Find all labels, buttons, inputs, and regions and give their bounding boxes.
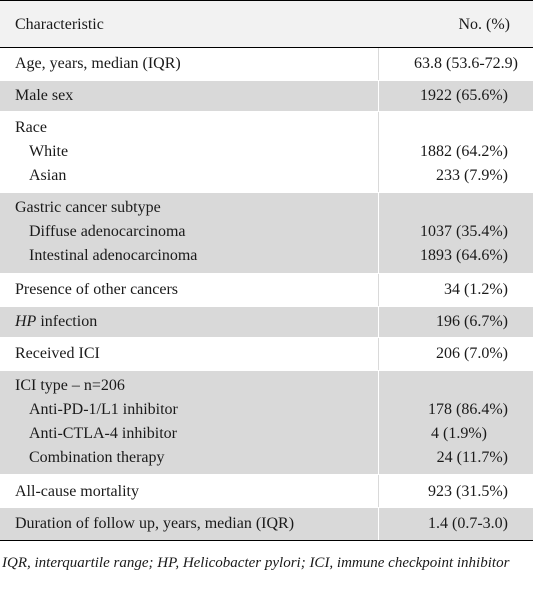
row-label: Duration of follow up, years, median (IQ…: [15, 515, 295, 532]
table-row: Presence of other cancers 34 (1.2%): [0, 274, 533, 307]
table-row: Duration of follow up, years, median (IQ…: [0, 508, 533, 540]
row-value: 233 (7.9%): [436, 167, 508, 184]
table-row: Received ICI 206 (7.0%): [0, 338, 533, 371]
table-row: Gastric cancer subtype Diffuse adenocarc…: [0, 193, 533, 274]
row-value: 63.8 (53.6-72.9): [414, 55, 518, 72]
row-label: Presence of other cancers: [15, 281, 179, 298]
row-label: Age, years, median (IQR): [15, 55, 181, 72]
row-value: 1922 (65.6%): [420, 87, 508, 104]
row-value: 1893 (64.6%): [420, 247, 508, 264]
row-label-rest: infection: [36, 313, 98, 330]
table-row: HP infection 196 (6.7%): [0, 307, 533, 338]
table-header: Characteristic No. (%): [0, 0, 533, 48]
row-value: 34 (1.2%): [444, 281, 508, 298]
row-label: ICI type – n=206: [15, 377, 125, 394]
row-value: 24 (11.7%): [436, 449, 508, 466]
row-sublabel: Diffuse adenocarcinoma: [29, 223, 186, 240]
row-value: 206 (7.0%): [436, 345, 508, 362]
table-row: Race White 1882 (64.2%) Asian 233 (7.9%): [0, 112, 533, 193]
row-value: 1.4 (0.7-3.0): [428, 515, 508, 532]
header-characteristic: Characteristic: [15, 16, 104, 33]
row-label: Race: [15, 119, 47, 136]
row-value: 1037 (35.4%): [420, 223, 508, 240]
table-row: Age, years, median (IQR) 63.8 (53.6-72.9…: [0, 48, 533, 81]
row-label: Received ICI: [15, 345, 100, 362]
header-value: No. (%): [458, 16, 510, 33]
row-sublabel: Intestinal adenocarcinoma: [29, 247, 198, 264]
row-label: Gastric cancer subtype: [15, 199, 161, 216]
row-value: 178 (86.4%): [428, 401, 508, 418]
row-value: 196 (6.7%): [436, 313, 508, 330]
characteristics-table: Characteristic No. (%) Age, years, media…: [0, 0, 533, 541]
row-label: Male sex: [15, 87, 74, 104]
row-sublabel: Combination therapy: [29, 449, 165, 466]
row-value: 923 (31.5%): [428, 483, 508, 500]
table-row: All-cause mortality 923 (31.5%): [0, 475, 533, 508]
table-bottom-rule: [0, 540, 533, 541]
row-label-italic: HP: [15, 313, 37, 330]
row-sublabel: Anti-CTLA-4 inhibitor: [29, 425, 177, 442]
table-row: ICI type – n=206 Anti-PD-1/L1 inhibitor …: [0, 371, 533, 475]
row-label: HP infection: [15, 310, 97, 334]
table-footnote: IQR, interquartile range; HP, Helicobact…: [2, 555, 510, 571]
table-row: Male sex 1922 (65.6%): [0, 81, 533, 112]
row-sublabel: Asian: [29, 167, 67, 184]
row-label: All-cause mortality: [15, 483, 139, 500]
row-sublabel: Anti-PD-1/L1 inhibitor: [29, 401, 178, 418]
row-value: 1882 (64.2%): [420, 143, 508, 160]
row-sublabel: White: [29, 143, 69, 160]
row-value: 4 (1.9%): [431, 425, 487, 442]
